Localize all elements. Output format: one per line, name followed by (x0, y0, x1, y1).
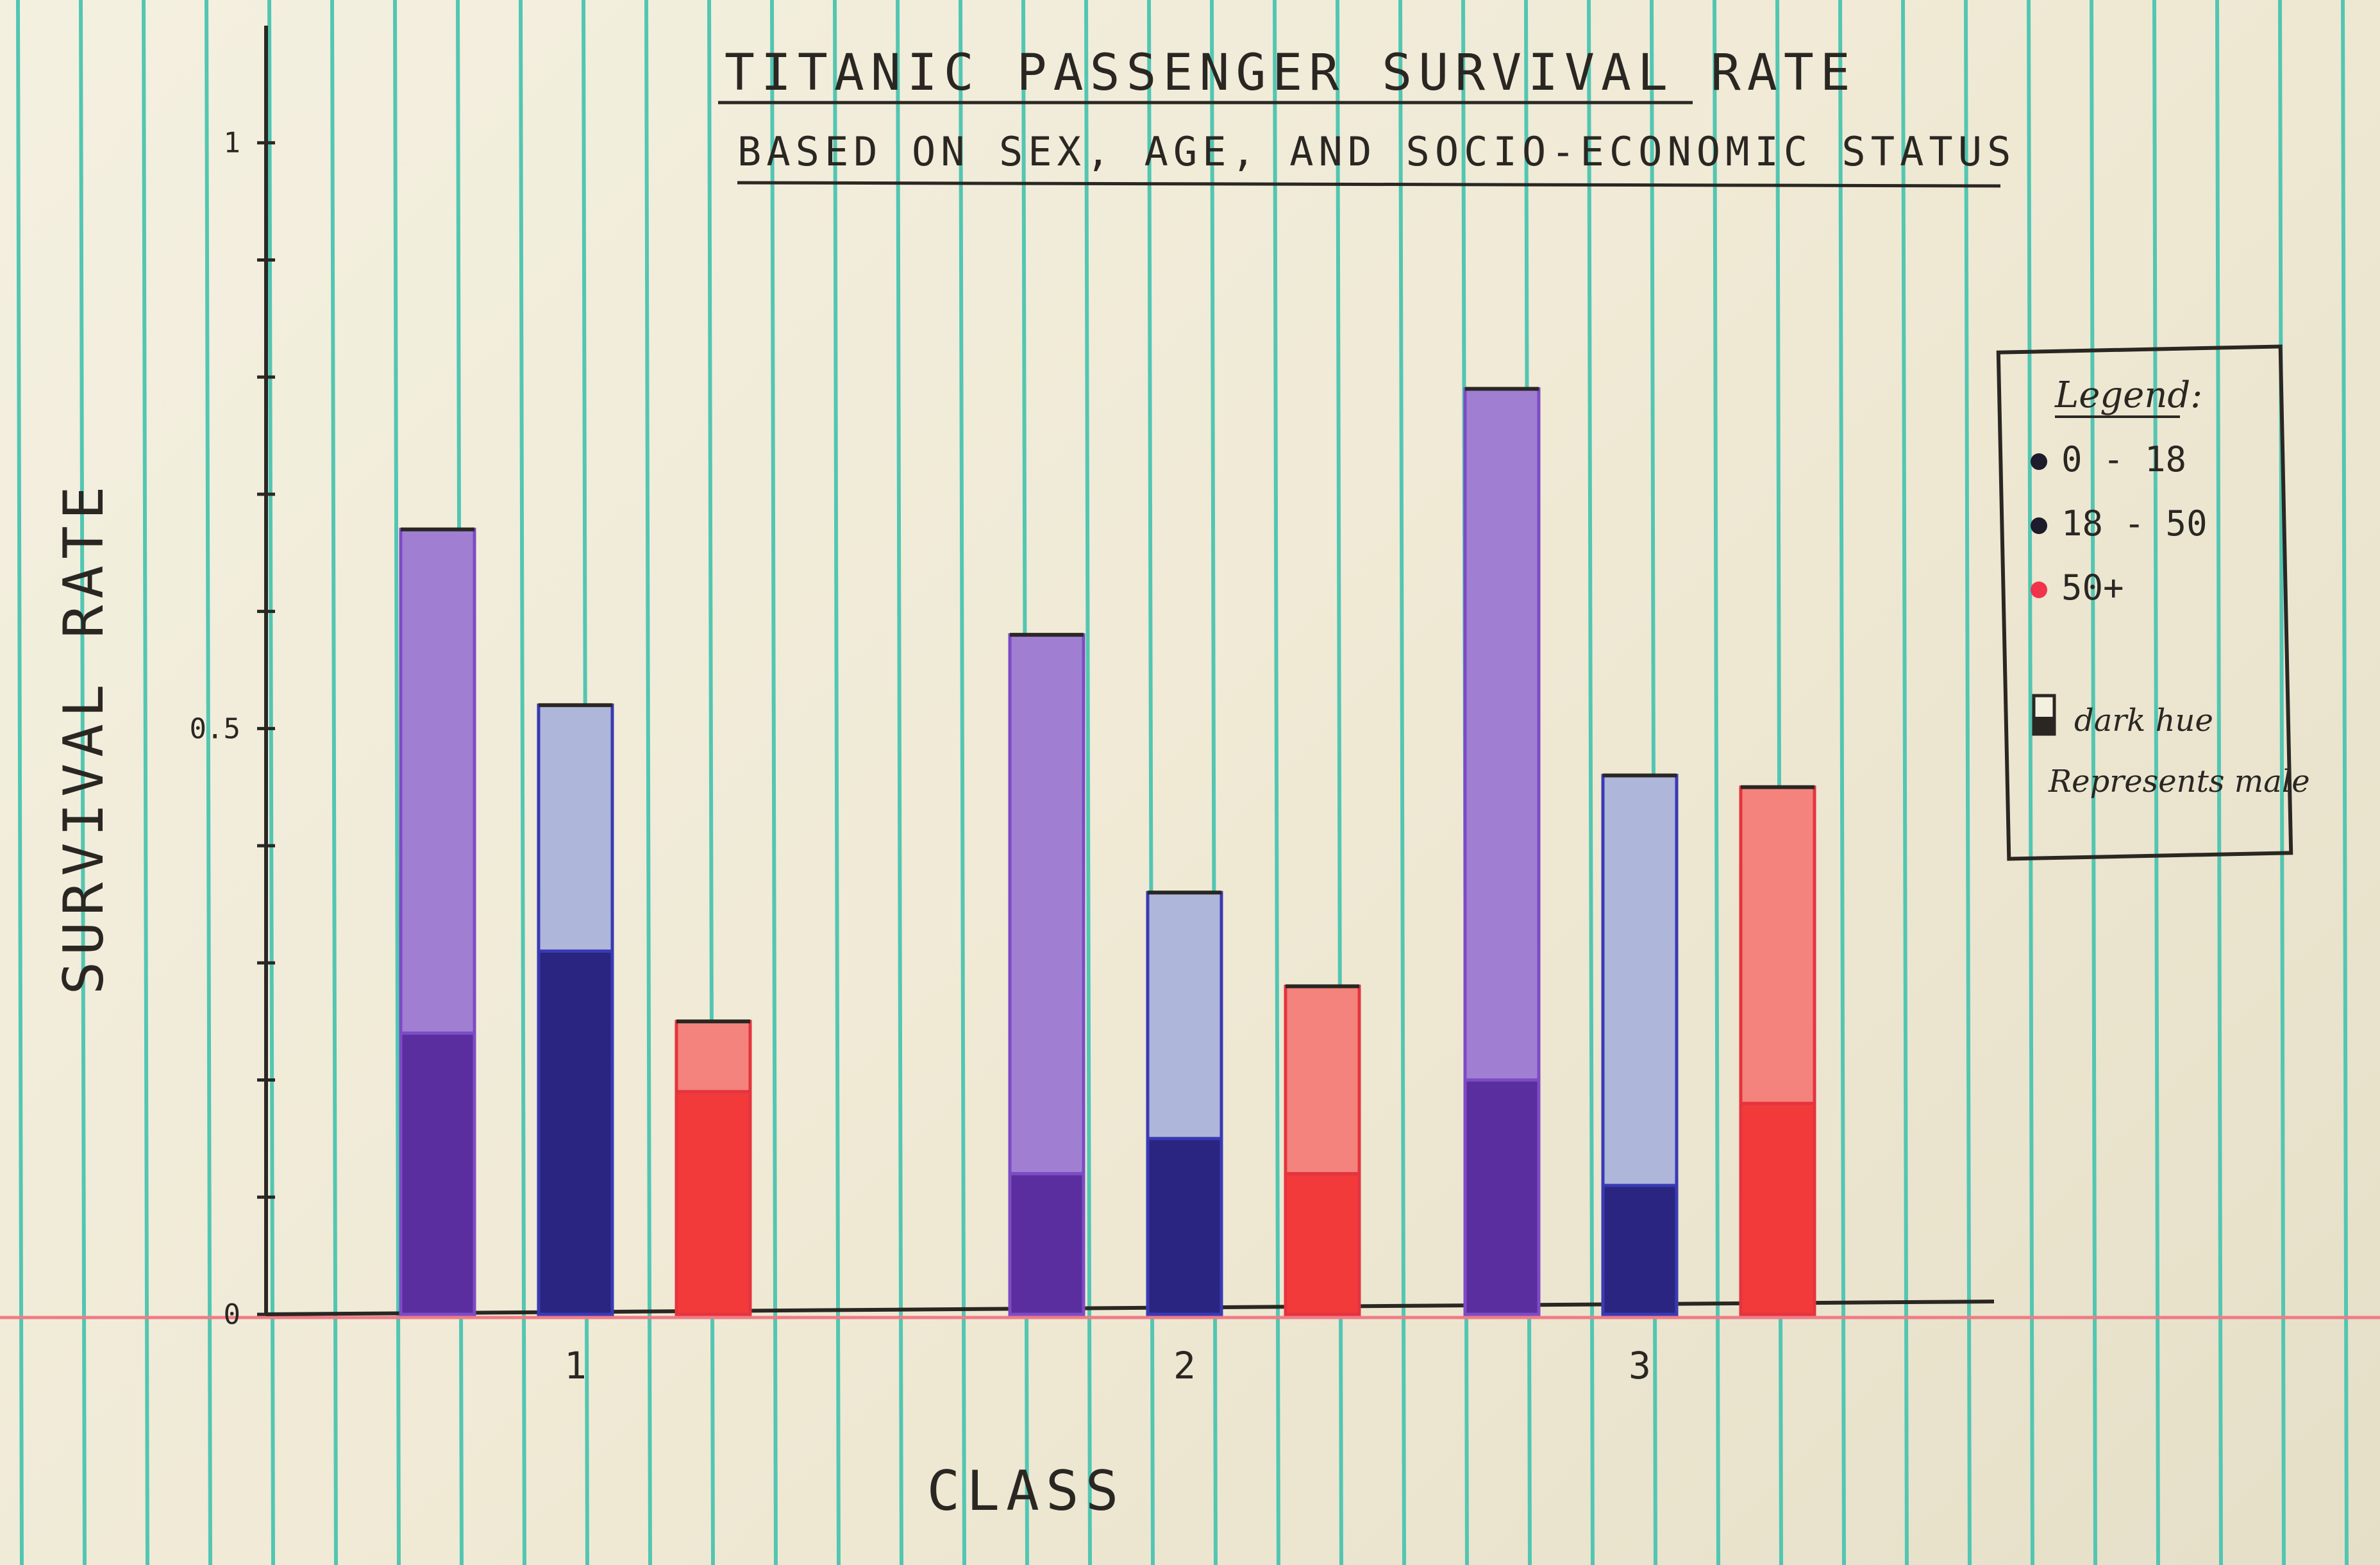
ruled-line (142, 0, 149, 1565)
ruled-line (393, 0, 401, 1565)
bar-total-1-class-3 (1463, 387, 1541, 1082)
legend-dot-3 (2031, 582, 2047, 598)
ruled-line (267, 0, 275, 1565)
bar-total-3-class-2 (1284, 984, 1361, 1176)
bar-total-2-class-2 (1146, 891, 1223, 1141)
ruled-line (205, 0, 212, 1565)
ruled-line (644, 0, 652, 1565)
ruled-line (1964, 0, 1972, 1565)
ruled-line (1901, 0, 1909, 1565)
ruled-line (1084, 0, 1092, 1565)
x-tick-label-3: 3 (1629, 1344, 1651, 1387)
ruled-line (707, 0, 715, 1565)
ruled-line (2152, 0, 2160, 1565)
ruled-line (1336, 0, 1343, 1565)
ruled-line (2090, 0, 2097, 1565)
y-tick-label: 0 (224, 1298, 241, 1331)
legend-box (1996, 344, 2293, 861)
ruled-line (959, 0, 966, 1565)
ruled-line (770, 0, 778, 1565)
ruled-line (2278, 0, 2286, 1565)
ruled-line (2341, 0, 2349, 1565)
bar-male-3-class-3 (1739, 1101, 1816, 1316)
ruled-lines (16, 0, 2349, 1565)
bar-total-2-class-1 (537, 703, 614, 953)
ruled-line (2215, 0, 2223, 1565)
ruled-line (833, 0, 841, 1565)
legend-note-line2: Represents male (2048, 764, 2310, 799)
bar-total-1-class-1 (399, 528, 476, 1035)
ruled-line (519, 0, 526, 1565)
ruled-line (1775, 0, 1783, 1565)
ruled-line (896, 0, 903, 1565)
ruled-line (1398, 0, 1406, 1565)
legend: Legend: 0 - 18 18 - 50 50+ dark hue Repres… (1996, 344, 2310, 861)
ruled-line (1838, 0, 1846, 1565)
legend-dot-1 (2031, 453, 2047, 470)
bar-total-3-class-3 (1739, 785, 1816, 1105)
legend-entry-1: 0 - 18 (2061, 439, 2186, 480)
x-tick-labels: 1 2 3 (564, 1344, 1651, 1387)
legend-swatch-male-dark (2034, 717, 2054, 734)
ruled-line (16, 0, 24, 1565)
subtitle-underline (737, 181, 2001, 188)
x-tick-label-2: 2 (1173, 1344, 1196, 1387)
ruled-line (1587, 0, 1595, 1565)
x-axis-label: CLASS (927, 1459, 1125, 1523)
bar-total-1-class-2 (1008, 633, 1085, 1176)
ruled-line (2027, 0, 2034, 1565)
legend-title: Legend: (2054, 374, 2202, 416)
ruled-line (1147, 0, 1155, 1565)
y-tick-label: 0.5 (190, 712, 240, 745)
ruled-line (1210, 0, 1218, 1565)
bars (399, 387, 1816, 1316)
y-axis-label: SURVIVAL RATE (52, 480, 116, 994)
bar-total-2-class-3 (1601, 773, 1679, 1187)
y-ticks: 00.51 (190, 127, 275, 1331)
bar-male-3-class-2 (1284, 1172, 1361, 1316)
y-tick-label: 1 (224, 127, 241, 160)
bar-male-2-class-2 (1146, 1137, 1223, 1316)
legend-entries: 0 - 18 18 - 50 50+ (2031, 439, 2208, 608)
ruled-line (79, 0, 87, 1565)
chart-title: TITANIC PASSENGER SURVIVAL RATE (725, 44, 1857, 102)
legend-note-line1: dark hue (2074, 703, 2213, 739)
bar-male-2-class-1 (537, 950, 614, 1316)
legend-dot-2 (2031, 517, 2047, 534)
bar-male-1-class-1 (399, 1031, 476, 1316)
ruled-line (1713, 0, 1720, 1565)
x-tick-label-1: 1 (564, 1344, 587, 1387)
ruled-line (330, 0, 338, 1565)
legend-entry-2: 18 - 50 (2061, 503, 2208, 544)
bar-male-3-class-1 (675, 1090, 752, 1316)
chart-subtitle: BASED ON SEX, AGE, AND SOCIO-ECONOMIC ST… (737, 128, 2016, 175)
legend-entry-3: 50+ (2061, 567, 2124, 608)
bar-male-1-class-2 (1008, 1172, 1085, 1316)
bar-male-1-class-3 (1463, 1078, 1541, 1316)
bar-male-2-class-3 (1601, 1184, 1679, 1316)
ruled-line (1273, 0, 1280, 1565)
bar-total-3-class-1 (675, 1019, 752, 1094)
